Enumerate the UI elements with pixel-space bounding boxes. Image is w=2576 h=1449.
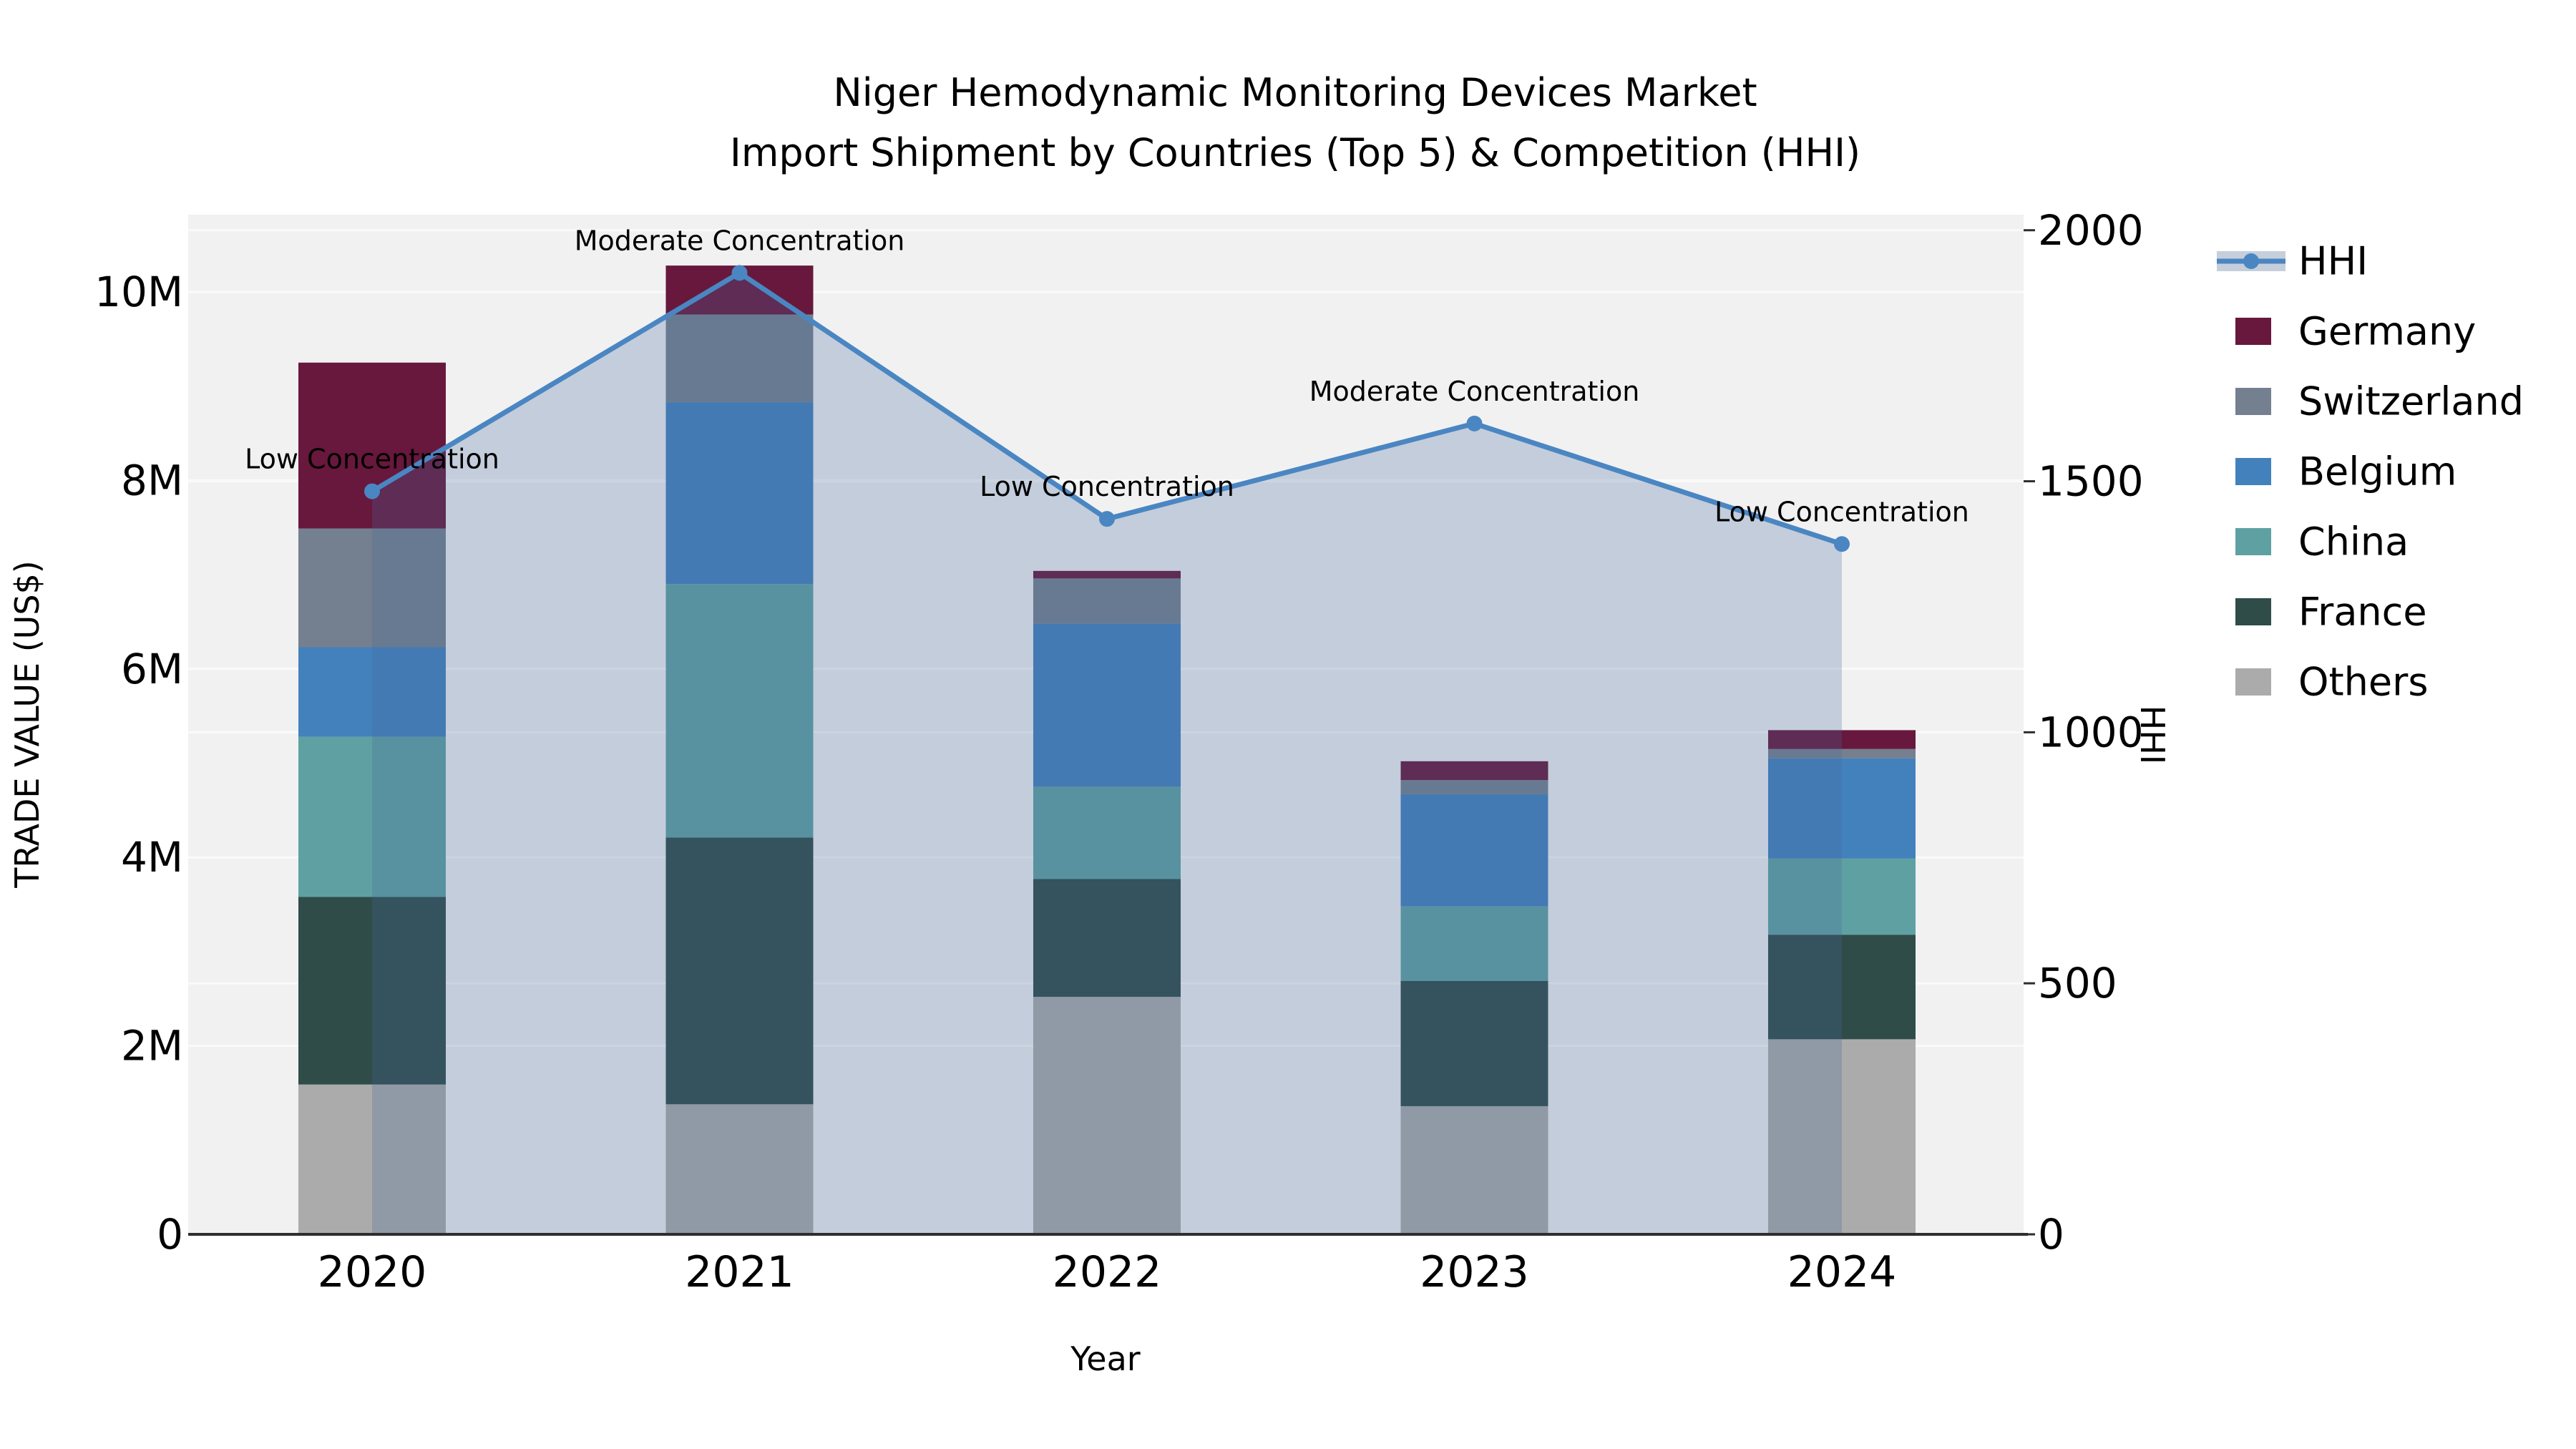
- bar-segment-belgium-2021[interactable]: [665, 402, 814, 585]
- y-right-tick-label: 1500: [2038, 457, 2144, 506]
- legend-label-germany: Germany: [2298, 309, 2476, 354]
- bar-segment-china-2024[interactable]: [1768, 858, 1916, 935]
- legend-hhi-marker-swatch: [2243, 253, 2259, 269]
- y-left-axis-title: TRADE VALUE (US$): [8, 560, 47, 888]
- x-tick-label-2023: 2023: [1420, 1247, 1529, 1297]
- annotation-2024: Low Concentration: [1714, 496, 1969, 527]
- legend-swatch-belgium: [2235, 458, 2271, 485]
- annotation-2020: Low Concentration: [245, 444, 499, 475]
- legend-item-germany[interactable]: Germany: [2235, 309, 2476, 354]
- hhi-marker-2022[interactable]: [1099, 511, 1115, 527]
- chart-title-line1: Niger Hemodynamic Monitoring Devices Mar…: [833, 70, 1757, 115]
- hhi-marker-2020[interactable]: [364, 483, 380, 499]
- y-right-tick-label: 2000: [2038, 206, 2144, 255]
- hhi-marker-2021[interactable]: [731, 265, 748, 281]
- bar-segment-france-2020[interactable]: [298, 897, 446, 1085]
- hhi-marker-2024[interactable]: [1834, 536, 1850, 552]
- x-tick-label-2020: 2020: [318, 1247, 427, 1297]
- chart-title-line2: Import Shipment by Countries (Top 5) & C…: [729, 130, 1861, 175]
- y-left-tick-label: 8M: [121, 456, 183, 504]
- bar-segment-belgium-2022[interactable]: [1033, 623, 1181, 787]
- bar-segment-france-2021[interactable]: [665, 837, 814, 1105]
- legend-label-belgium: Belgium: [2298, 449, 2457, 494]
- bar-segment-switzerland-2022[interactable]: [1033, 578, 1181, 624]
- bar-segment-belgium-2023[interactable]: [1400, 794, 1548, 907]
- bar-segment-china-2022[interactable]: [1033, 786, 1181, 879]
- bar-segment-switzerland-2021[interactable]: [665, 314, 814, 403]
- y-right-tick-label: 500: [2038, 959, 2117, 1008]
- hhi-marker-2023[interactable]: [1466, 415, 1483, 431]
- x-tick-label-2024: 2024: [1787, 1247, 1897, 1297]
- x-tick-label-2021: 2021: [685, 1247, 794, 1297]
- bar-segment-china-2021[interactable]: [665, 584, 814, 838]
- x-axis-title: Year: [1070, 1340, 1141, 1378]
- bar-segment-france-2024[interactable]: [1768, 935, 1916, 1040]
- bar-segment-france-2023[interactable]: [1400, 980, 1548, 1106]
- legend-item-hhi[interactable]: HHI: [2217, 239, 2368, 284]
- bar-segment-others-2021[interactable]: [665, 1104, 814, 1234]
- bar-segment-germany-2020[interactable]: [298, 362, 446, 529]
- y-right-tick-label: 0: [2038, 1210, 2064, 1259]
- legend-label-others: Others: [2298, 660, 2428, 705]
- bar-segment-belgium-2020[interactable]: [298, 647, 446, 737]
- legend-item-china[interactable]: China: [2235, 519, 2409, 565]
- legend-item-belgium[interactable]: Belgium: [2235, 449, 2457, 494]
- annotation-2021: Moderate Concentration: [575, 225, 905, 256]
- legend-label-hhi: HHI: [2298, 239, 2368, 284]
- bar-segment-others-2022[interactable]: [1033, 997, 1181, 1234]
- bar-segment-switzerland-2023[interactable]: [1400, 780, 1548, 794]
- legend-label-switzerland: Switzerland: [2298, 379, 2524, 424]
- legend-swatch-others: [2235, 668, 2271, 696]
- bar-segment-germany-2023[interactable]: [1400, 761, 1548, 781]
- y-left-tick-label: 6M: [121, 645, 183, 693]
- bar-segment-switzerland-2020[interactable]: [298, 528, 446, 648]
- y-left-tick-label: 10M: [94, 268, 183, 316]
- y-left-tick-label: 0: [157, 1210, 183, 1259]
- bar-segment-france-2022[interactable]: [1033, 879, 1181, 997]
- bar-segment-germany-2024[interactable]: [1768, 730, 1916, 749]
- y-right-axis-title: HHI: [2133, 705, 2172, 765]
- legend-item-france[interactable]: France: [2235, 590, 2427, 635]
- legend-label-france: France: [2298, 590, 2427, 635]
- bar-segment-belgium-2024[interactable]: [1768, 758, 1916, 859]
- y-left-tick-label: 2M: [121, 1022, 183, 1070]
- y-right-tick-label: 1000: [2038, 708, 2144, 756]
- bar-segment-switzerland-2024[interactable]: [1768, 748, 1916, 758]
- annotation-2023: Moderate Concentration: [1309, 376, 1640, 407]
- bar-segment-others-2020[interactable]: [298, 1084, 446, 1234]
- bar-segment-others-2024[interactable]: [1768, 1039, 1916, 1234]
- legend-item-others[interactable]: Others: [2235, 660, 2428, 705]
- x-tick-label-2022: 2022: [1053, 1247, 1162, 1297]
- bar-segment-others-2023[interactable]: [1400, 1106, 1548, 1234]
- legend-item-switzerland[interactable]: Switzerland: [2235, 379, 2524, 424]
- legend-label-china: China: [2298, 519, 2409, 565]
- bar-segment-germany-2022[interactable]: [1033, 570, 1181, 579]
- y-left-tick-label: 4M: [121, 833, 183, 882]
- legend-swatch-china: [2235, 528, 2271, 555]
- bar-segment-china-2020[interactable]: [298, 736, 446, 897]
- legend-swatch-france: [2235, 598, 2271, 625]
- hhi-area-fill: [372, 273, 1842, 1235]
- annotation-2022: Low Concentration: [980, 471, 1234, 502]
- legend-swatch-switzerland: [2235, 388, 2271, 415]
- bar-segment-china-2023[interactable]: [1400, 906, 1548, 981]
- legend-swatch-germany: [2235, 318, 2271, 345]
